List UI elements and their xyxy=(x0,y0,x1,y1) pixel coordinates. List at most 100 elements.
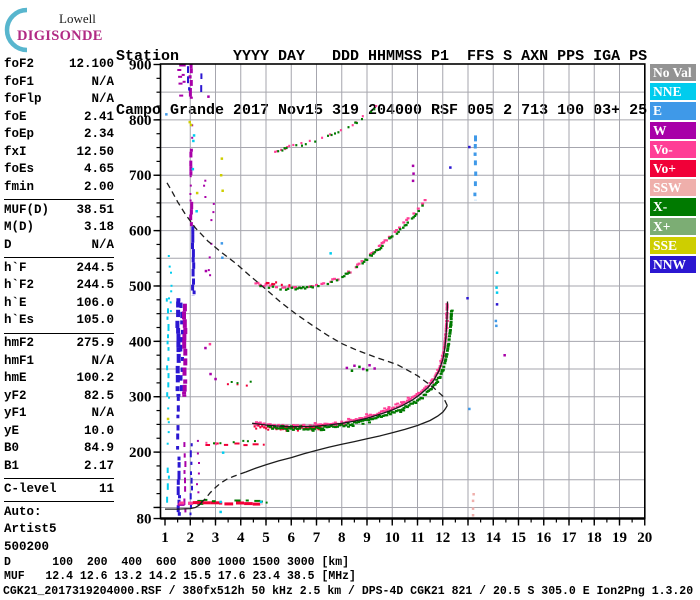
param-value: 10.0 xyxy=(83,423,114,438)
param-value: 105.0 xyxy=(76,313,114,327)
axis-tick-label: 18 xyxy=(587,530,602,546)
param-value: 2.41 xyxy=(83,109,114,124)
param-label: MUF(D) xyxy=(4,202,50,217)
direction-legend: No Val NNE E W Vo- Vo+ SSW X- X+ SSE NNW xyxy=(650,64,696,275)
param-label: B1 xyxy=(4,458,20,473)
axis-tick-label: 13 xyxy=(461,530,476,546)
param-label: h`F xyxy=(4,260,27,275)
axis-tick-label: 600 xyxy=(129,224,152,240)
param-label: yF1 xyxy=(4,406,27,420)
param-row-fmin: fmin 2.00 xyxy=(4,180,114,198)
param-value: 106.0 xyxy=(76,295,114,310)
param-label: M(D) xyxy=(4,220,35,234)
param-value: 275.9 xyxy=(76,336,114,350)
axis-tick-label: 7 xyxy=(313,530,321,546)
logo-lowell-text: Lowell xyxy=(59,11,96,26)
axis-tick-label: 19 xyxy=(612,530,627,546)
legend-item-x-: X- xyxy=(650,198,696,216)
param-label: foEs xyxy=(4,162,35,176)
param-row-500200: 500200 xyxy=(4,540,114,558)
param-row-hmf2: hmF2 275.9 xyxy=(4,336,114,354)
logo-arc-icon xyxy=(4,7,28,53)
param-value: 2.00 xyxy=(83,179,114,194)
param-row-b0: B0 84.9 xyxy=(4,441,114,459)
param-label: D xyxy=(4,237,12,252)
legend-item-vo+: Vo+ xyxy=(650,159,696,178)
param-row-hmf1: hmF1 N/A xyxy=(4,354,114,372)
param-value: 84.9 xyxy=(83,441,114,455)
param-row-hf2: h`F2 244.5 xyxy=(4,278,114,296)
param-label: Auto: xyxy=(4,504,42,519)
param-label: hmF2 xyxy=(4,336,35,350)
axis-tick-label: 5 xyxy=(262,530,270,546)
param-divider xyxy=(4,332,114,334)
param-value: N/A xyxy=(91,406,114,420)
param-row-yf2: yF2 82.5 xyxy=(4,389,114,407)
axis-tick-label: 900 xyxy=(129,58,152,74)
param-label: h`Es xyxy=(4,313,35,327)
param-label: h`E xyxy=(4,295,27,310)
param-label: B0 xyxy=(4,441,20,455)
legend-item-e: E xyxy=(650,102,696,120)
param-row-yf1: yF1 N/A xyxy=(4,406,114,424)
param-label: Artist5 xyxy=(4,522,57,536)
param-label: foFlp xyxy=(4,92,42,106)
param-value: 3.18 xyxy=(83,220,114,234)
param-row-ye: yE 10.0 xyxy=(4,424,114,442)
axis-tick-label: 8 xyxy=(338,530,346,546)
parameter-panel: foF2 12.100 foF1 N/A foFlp N/A foE 2.41 foEp 2.34… xyxy=(4,57,114,557)
header-column-titles: Station YYYY DAY DDD HHMMSS P1 FFS S AXN… xyxy=(116,48,648,65)
axis-tick-label: 10 xyxy=(385,530,400,546)
param-row-hf: h`F 244.5 xyxy=(4,261,114,279)
legend-item-noval: No Val xyxy=(650,64,696,82)
param-row-hme: hmE 100.2 xyxy=(4,371,114,389)
param-divider xyxy=(4,478,114,479)
param-value: 2.34 xyxy=(83,127,114,141)
legend-item-vo-: Vo- xyxy=(650,140,696,158)
legend-item-x+: X+ xyxy=(650,217,696,235)
param-row-foe: foE 2.41 xyxy=(4,110,114,128)
param-label: foF1 xyxy=(4,74,35,89)
param-label: 500200 xyxy=(4,539,50,554)
legend-item-w: W xyxy=(650,121,696,139)
param-label: yF2 xyxy=(4,388,27,403)
param-row-foes: foEs 4.65 xyxy=(4,162,114,180)
param-value: 82.5 xyxy=(83,388,114,403)
param-label: hmF1 xyxy=(4,353,35,368)
param-value: 11 xyxy=(98,481,114,496)
param-row-fof1: foF1 N/A xyxy=(4,75,114,93)
axis-tick-label: 4 xyxy=(237,530,245,546)
axis-tick-label: 400 xyxy=(129,334,152,350)
param-row-he: h`E 106.0 xyxy=(4,296,114,314)
param-label: foF2 xyxy=(4,57,35,71)
header-station-values: Campo Grande 2017 Nov15 319 204000 RSF 0… xyxy=(116,102,648,119)
axis-tick-label: 16 xyxy=(536,530,552,546)
axis-tick-label: 700 xyxy=(129,168,152,184)
param-row-fxi: fxI 12.50 xyxy=(4,145,114,163)
param-row-clevel: C-level 11 xyxy=(4,482,114,500)
axis-tick-label: 20 xyxy=(637,530,652,546)
param-label: yE xyxy=(4,423,20,438)
param-value: 12.100 xyxy=(68,57,114,71)
param-row-foep: foEp 2.34 xyxy=(4,127,114,145)
param-row-mufd: MUF(D) 38.51 xyxy=(4,203,114,221)
lowell-digisonde-logo: Lowell DIGISONDE xyxy=(2,5,114,53)
param-row-md: M(D) 3.18 xyxy=(4,220,114,238)
legend-item-sse: SSE xyxy=(650,236,696,254)
param-label: foEp xyxy=(4,127,35,141)
param-value: N/A xyxy=(91,353,114,368)
plot-border xyxy=(159,63,646,520)
axis-tick-label: 1 xyxy=(161,530,169,546)
param-divider xyxy=(4,257,114,258)
legend-item-nnw: NNW xyxy=(650,255,696,274)
axis-tick-label: 3 xyxy=(212,530,220,546)
axis-tick-label: 12 xyxy=(435,530,450,546)
axis-tick-label: 15 xyxy=(511,530,526,546)
param-label: fmin xyxy=(4,179,35,194)
param-divider xyxy=(4,501,114,502)
legend-item-nne: NNE xyxy=(650,83,696,101)
file-info-line: CGK21_2017319204000.RSF / 380fx512h 50 k… xyxy=(3,585,694,598)
param-value: N/A xyxy=(91,237,114,252)
